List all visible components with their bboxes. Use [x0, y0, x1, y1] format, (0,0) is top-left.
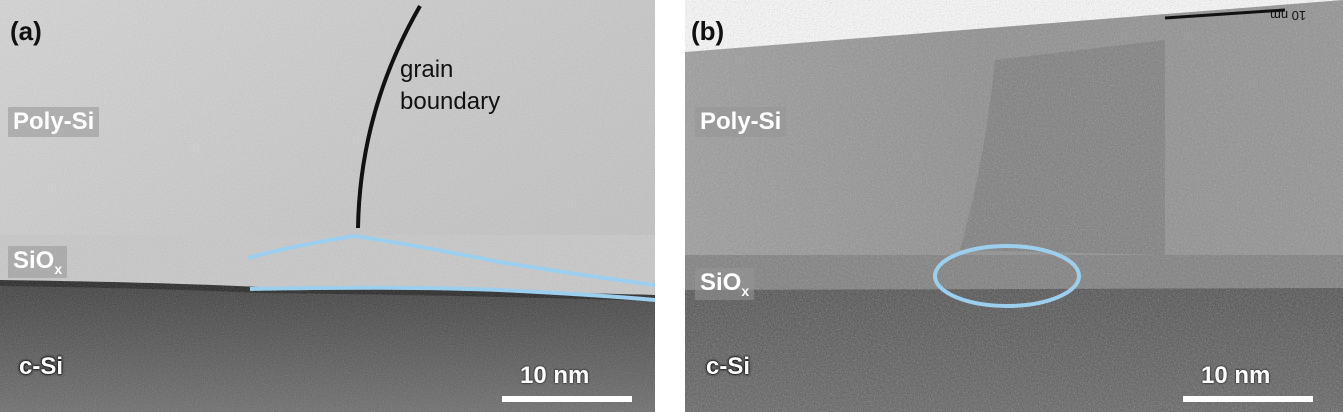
poly-si-label-a: Poly-Si: [8, 107, 100, 137]
scale-bar-b: [1183, 396, 1313, 402]
siox-sub-b: x: [741, 283, 750, 299]
tem-image-a: [0, 0, 655, 412]
siox-main-b: SiO: [700, 269, 742, 296]
scale-bar-a: [502, 396, 632, 402]
panel-label-a: (a): [10, 16, 42, 46]
poly-si-label-b: Poly-Si: [695, 107, 787, 137]
siox-top-outline: [247, 233, 655, 287]
grain-boundary-line: [356, 5, 422, 229]
grain-boundary-label: grain boundary: [400, 54, 500, 118]
panel-b: 10 nm (b) Poly-Si SiOx c-Si 10 nm: [685, 0, 1343, 412]
grain-label-line2: boundary: [400, 88, 501, 115]
siox-bottom-outline: [249, 285, 655, 302]
tem-image-b: [685, 0, 1343, 412]
csi-label-b: c-Si: [706, 353, 751, 380]
panel-a: (a) grain boundary Poly-Si SiOx c-Si 10 …: [0, 0, 655, 412]
grain-label-line1: grain: [400, 56, 454, 83]
siox-label-a: SiOx: [8, 246, 68, 278]
siox-label-b: SiOx: [695, 268, 755, 300]
scale-text-a: 10 nm: [520, 362, 590, 389]
interface-highlight-ellipse: [933, 244, 1081, 308]
siox-sub-a: x: [54, 261, 63, 277]
csi-label-a: c-Si: [19, 353, 64, 380]
panel-label-b: (b): [691, 16, 725, 46]
top-scale-text-b: 10 nm: [1270, 8, 1307, 23]
siox-main-a: SiO: [13, 247, 55, 274]
top-scale-bar-b: [1164, 8, 1286, 20]
scale-text-b: 10 nm: [1201, 362, 1271, 389]
